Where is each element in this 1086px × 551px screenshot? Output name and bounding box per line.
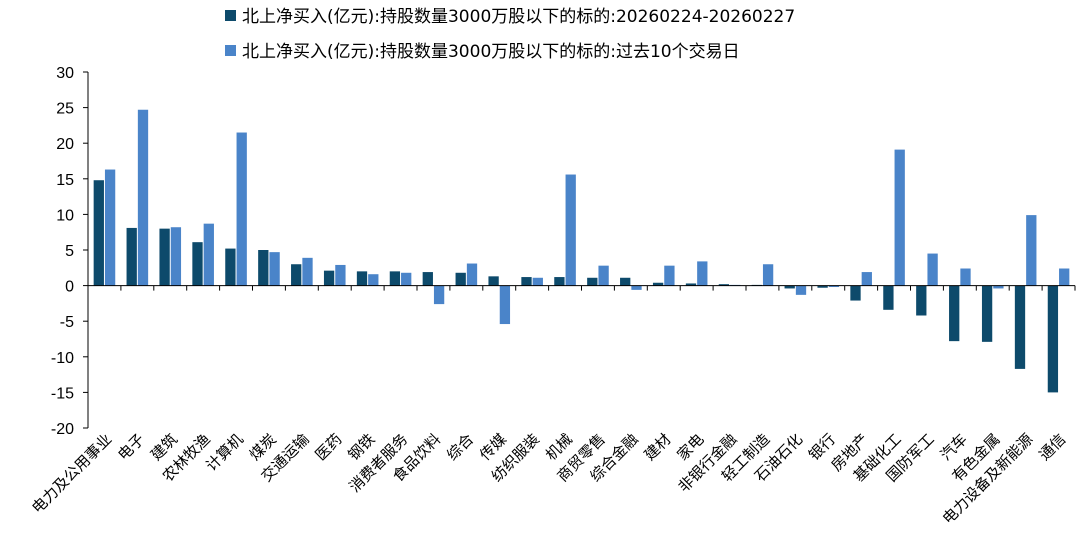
bar-series-2 <box>433 285 445 305</box>
bar-series-2 <box>104 169 116 286</box>
bar-series-1 <box>981 285 993 342</box>
bar-series-1 <box>817 285 828 288</box>
legend-label-series-1: 北上净买入(亿元):持股数量3000万股以下的标的:20260224-20260… <box>242 7 795 27</box>
x-category-label: 建材 <box>641 430 675 464</box>
bar-series-2 <box>1026 215 1037 286</box>
bar-series-1 <box>225 248 236 286</box>
y-tick-label: 15 <box>56 172 74 189</box>
y-tick-label: 20 <box>56 136 74 153</box>
bar-series-2 <box>302 257 313 286</box>
legend-entry-series-2: 北上净买入(亿元):持股数量3000万股以下的标的:过去10个交易日 <box>225 42 740 62</box>
bar-series-2 <box>828 285 840 288</box>
bar-series-1 <box>1014 285 1026 369</box>
y-axis: 30 25 20 15 10 5 0 -5 -10 -15 -20 <box>51 65 89 438</box>
bar-series-1 <box>389 271 401 286</box>
bar-series-2 <box>894 149 905 286</box>
bar-series-2 <box>203 223 214 286</box>
bar-series-1 <box>916 285 927 316</box>
bar-series-2 <box>664 265 675 286</box>
bar-series-2 <box>335 264 346 286</box>
y-tick-label: -15 <box>51 385 74 402</box>
bar-series-1 <box>356 271 368 286</box>
bar-series-1 <box>587 277 598 286</box>
bar-series-1 <box>1047 285 1059 393</box>
bar-series-1 <box>126 227 137 286</box>
bar-series-1 <box>850 285 861 301</box>
bar-series-2 <box>236 132 247 286</box>
bar-series-2 <box>466 263 478 286</box>
bar-series-2 <box>1059 268 1070 286</box>
bar-series-1 <box>258 250 269 286</box>
x-category-label: 电子 <box>114 430 148 464</box>
bar-series-2 <box>927 253 938 286</box>
x-category-label: 通信 <box>1035 430 1069 464</box>
bar-series-1 <box>291 264 302 286</box>
x-category-label: 医药 <box>312 430 346 464</box>
bar-series-1 <box>93 180 104 286</box>
y-tick-label: 10 <box>56 207 74 224</box>
bar-series-2 <box>993 285 1004 289</box>
bar-series-2 <box>762 264 774 286</box>
bar-series-2 <box>532 277 543 286</box>
bar-series-1 <box>521 277 532 286</box>
bar-series-2 <box>861 272 872 286</box>
bar-series-1 <box>488 276 499 286</box>
bar-series-2 <box>565 174 576 286</box>
y-tick-label: -20 <box>51 421 74 438</box>
legend-swatch-series-2 <box>225 45 236 56</box>
bar-series-1 <box>784 285 795 289</box>
bar-series-1 <box>652 282 664 286</box>
x-category-label: 综合 <box>443 430 477 464</box>
bar-series-2 <box>697 261 708 286</box>
bar-series-1 <box>422 272 433 286</box>
bar-series-1 <box>159 228 170 286</box>
bar-series-2 <box>170 227 182 286</box>
y-tick-label: 5 <box>65 243 74 260</box>
bars <box>93 109 1070 393</box>
bar-series-2 <box>401 272 412 286</box>
bar-series-2 <box>631 285 642 290</box>
bar-series-1 <box>323 270 335 286</box>
x-category-label: 计算机 <box>202 430 247 475</box>
x-axis-labels: 电力及公用事业电子建筑农林牧渔计算机煤炭交通运输医药钢铁消费者服务食品饮料综合传… <box>28 430 1069 528</box>
y-tick-label: -10 <box>51 350 74 367</box>
bar-series-2 <box>960 268 971 286</box>
bar-series-2 <box>598 265 609 286</box>
bar-series-1 <box>620 277 631 286</box>
bar-series-2 <box>137 109 149 286</box>
legend-swatch-series-1 <box>225 10 236 21</box>
bar-series-1 <box>455 272 466 286</box>
bar-series-2 <box>499 285 511 325</box>
bar-series-1 <box>718 284 730 286</box>
bar-series-1 <box>883 285 894 310</box>
legend-entry-series-1: 北上净买入(亿元):持股数量3000万股以下的标的:20260224-20260… <box>225 7 795 27</box>
bar-series-1 <box>554 277 565 286</box>
legend-label-series-2: 北上净买入(亿元):持股数量3000万股以下的标的:过去10个交易日 <box>242 42 740 62</box>
y-tick-label: 30 <box>56 65 74 82</box>
legend: 北上净买入(亿元):持股数量3000万股以下的标的:20260224-20260… <box>225 7 795 62</box>
y-tick-label: -5 <box>60 314 74 331</box>
y-tick-label: 0 <box>65 279 74 296</box>
y-tick-label: 25 <box>56 101 74 118</box>
bar-series-2 <box>368 274 379 286</box>
bar-series-1 <box>192 242 203 286</box>
x-category-label: 电力及公用事业 <box>28 430 115 517</box>
bar-series-2 <box>269 252 280 286</box>
x-axis <box>87 285 1076 291</box>
bar-series-2 <box>795 285 807 295</box>
bar-series-1 <box>685 283 697 286</box>
bar-series-1 <box>949 285 960 342</box>
